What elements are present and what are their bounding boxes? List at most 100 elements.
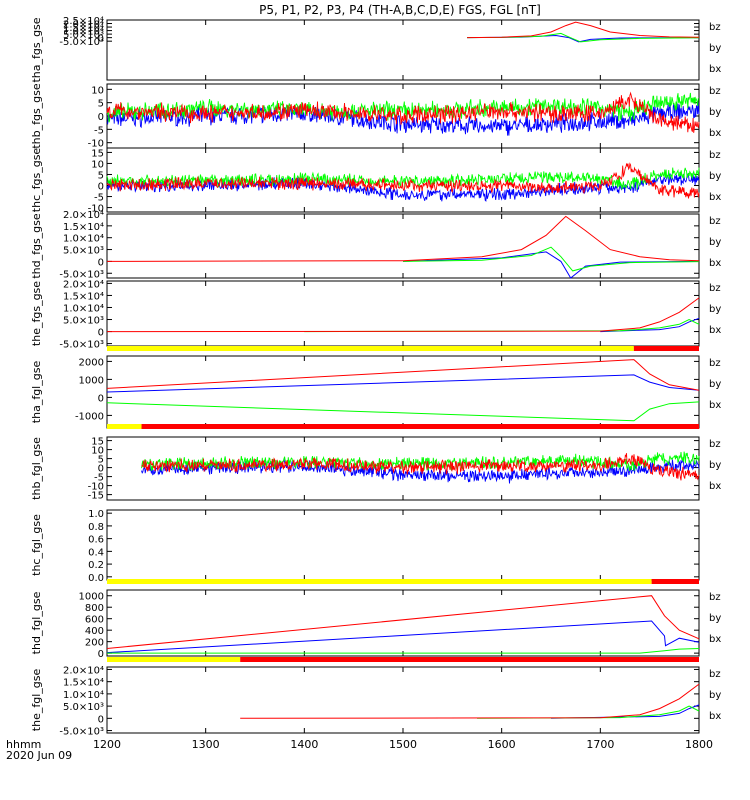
mode-bar-fast bbox=[240, 657, 699, 662]
series-by bbox=[304, 318, 700, 333]
panel-tha_fgl_gse: 2000 1000 0 -1000 tha_fgl_gse bz by bx bbox=[30, 346, 721, 429]
y-tick-label: 400 bbox=[85, 626, 104, 637]
y-axis-label: the_fgs_gse bbox=[30, 281, 43, 346]
y-tick-label: 5.0×10³ bbox=[63, 702, 104, 713]
series-bz bbox=[106, 595, 700, 649]
y-tick-label: 0 bbox=[98, 182, 104, 193]
mode-bar-fast bbox=[141, 424, 700, 429]
series-bz bbox=[106, 162, 700, 199]
y-tick-label: -5.0×10³ bbox=[59, 340, 104, 351]
legend-by: by bbox=[709, 379, 721, 390]
panel-frame bbox=[106, 19, 700, 81]
mode-bar-slow bbox=[107, 579, 652, 584]
y-tick-label: 2000 bbox=[79, 357, 104, 368]
y-tick-label: 0 bbox=[98, 464, 104, 475]
y-tick-label: -10 bbox=[88, 139, 104, 150]
y-tick-label: -5 bbox=[94, 473, 104, 484]
x-tick-label: 1400 bbox=[290, 738, 318, 751]
legend-bz: bz bbox=[709, 150, 721, 161]
panel-frame bbox=[106, 280, 700, 347]
y-tick-label: 1.5×10⁴ bbox=[63, 291, 104, 302]
x-tick-label: 1800 bbox=[685, 738, 713, 751]
y-tick-label: -1000 bbox=[75, 411, 104, 422]
y-tick-label: -10 bbox=[88, 482, 104, 493]
y-tick-label: 0 bbox=[98, 393, 104, 404]
y-tick-label: 0 bbox=[98, 328, 104, 339]
series-by bbox=[402, 246, 700, 272]
legend-bz: bz bbox=[709, 439, 721, 450]
legend-bx: bx bbox=[709, 128, 721, 139]
legend-by: by bbox=[709, 107, 721, 118]
y-tick-label: 5 bbox=[98, 455, 104, 466]
y-tick-label: -10 bbox=[88, 204, 104, 215]
y-tick-label: 0.0 bbox=[88, 573, 104, 584]
legend-by: by bbox=[709, 171, 721, 182]
legend-bz: bz bbox=[709, 216, 721, 227]
figure-title: P5, P1, P2, P3, P4 (TH-A,B,C,D,E) FGS, F… bbox=[259, 3, 541, 17]
y-tick-label: 0.2 bbox=[88, 560, 104, 571]
panel-tha_fgs_gse: 2.5×10⁴2.0×10⁴1.5×10⁴1.0×10⁴5.0×10³0-5.0… bbox=[30, 16, 721, 83]
y-tick-label: 1.0×10⁴ bbox=[63, 27, 104, 38]
y-tick-label: 0 bbox=[98, 34, 104, 45]
y-tick-label: -5.0×10³ bbox=[59, 727, 104, 738]
legend-by: by bbox=[709, 43, 721, 54]
y-axis-label: thc_fgs_gse bbox=[30, 148, 43, 213]
y-tick-label: 200 bbox=[85, 638, 104, 649]
y-tick-label: -5.0×10³ bbox=[59, 37, 104, 48]
legend-bz: bz bbox=[709, 86, 721, 97]
panel-thb_fgs_gse: 10 5 0 -5 -10 thb_fgs_gse bz by bx bbox=[30, 83, 721, 150]
legend-bz: bz bbox=[709, 283, 721, 294]
y-tick-label: 1.5×10⁴ bbox=[63, 678, 104, 689]
y-tick-label: 5.0×10³ bbox=[63, 246, 104, 257]
legend-bx: bx bbox=[709, 400, 721, 411]
y-tick-label: 5.0×10³ bbox=[63, 30, 104, 41]
y-tick-label: 1.5×10⁴ bbox=[63, 222, 104, 233]
y-tick-label: 10 bbox=[91, 446, 104, 457]
y-tick-label: 1.0×10⁴ bbox=[63, 234, 104, 245]
y-tick-label: 0.4 bbox=[88, 547, 104, 558]
y-tick-label: 800 bbox=[85, 603, 104, 614]
series-by bbox=[107, 648, 700, 654]
panel-frame bbox=[106, 509, 700, 581]
y-tick-label: 2.5×10⁴ bbox=[63, 16, 104, 27]
series-bz bbox=[141, 453, 700, 481]
x-tick-label: 1700 bbox=[586, 738, 614, 751]
y-axis-label: thc_fgl_gse bbox=[30, 514, 43, 576]
time-axis-label: hhmm bbox=[6, 738, 41, 751]
legend-bx: bx bbox=[709, 64, 721, 75]
legend-bz: bz bbox=[709, 22, 721, 33]
series-bz bbox=[106, 91, 700, 133]
panel-thc_fgl_gse: 1.0 0.8 0.60.4 0.2 0.0 thc_fgl_gse bbox=[30, 509, 700, 584]
time-axis-date: 2020 Jun 09 bbox=[6, 749, 72, 762]
y-axis-label: tha_fgl_gse bbox=[30, 361, 43, 424]
series-bx bbox=[106, 620, 700, 654]
y-axis-label: thb_fgs_gse bbox=[30, 83, 43, 149]
legend-bz: bz bbox=[709, 669, 721, 680]
series-by bbox=[476, 705, 700, 719]
y-tick-label: 1.0 bbox=[88, 509, 104, 520]
mode-bar-fast bbox=[651, 579, 699, 584]
y-tick-label: 1.5×10⁴ bbox=[63, 23, 104, 34]
series-by bbox=[106, 401, 700, 422]
x-tick-label: 1500 bbox=[389, 738, 417, 751]
y-tick-label: 5 bbox=[98, 170, 104, 181]
legend-bx: bx bbox=[709, 481, 721, 492]
y-tick-label: 5.0×10³ bbox=[63, 316, 104, 327]
y-tick-label: -5 bbox=[94, 125, 104, 136]
y-tick-label: 1.0×10⁴ bbox=[63, 303, 104, 314]
legend-by: by bbox=[709, 237, 721, 248]
legend-bx: bx bbox=[709, 258, 721, 269]
panel-frame bbox=[106, 355, 700, 429]
y-axis-label: tha_fgs_gse bbox=[30, 17, 43, 82]
series-bz bbox=[106, 359, 700, 391]
mode-bar-slow bbox=[107, 346, 634, 351]
x-tick-label: 1600 bbox=[488, 738, 516, 751]
y-tick-label: 2.0×10⁴ bbox=[63, 20, 104, 31]
legend-bz: bz bbox=[709, 358, 721, 369]
series-bz bbox=[467, 21, 700, 39]
series-bz bbox=[106, 215, 700, 262]
series-bx bbox=[402, 251, 700, 279]
